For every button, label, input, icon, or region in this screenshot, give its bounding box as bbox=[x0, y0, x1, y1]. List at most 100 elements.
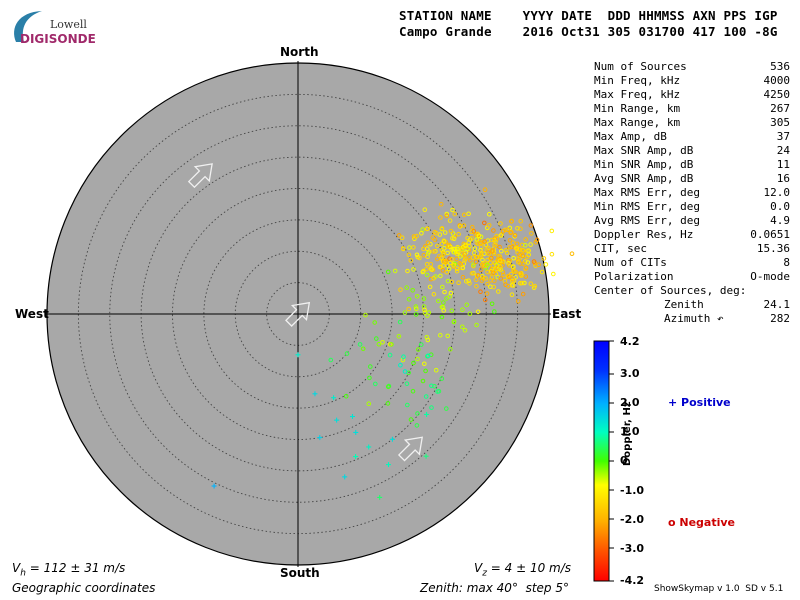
negative-point bbox=[445, 278, 451, 284]
stat-value: 4000 bbox=[763, 74, 791, 87]
negative-point bbox=[533, 240, 539, 245]
negative-point bbox=[510, 278, 515, 284]
negative-point bbox=[536, 262, 541, 268]
negative-point bbox=[498, 233, 504, 238]
negative-point bbox=[519, 280, 525, 286]
negative-point bbox=[404, 381, 410, 387]
stat-label: Avg SNR Amp, dB bbox=[594, 172, 694, 185]
velocity-arrow bbox=[285, 301, 311, 327]
negative-point bbox=[432, 384, 437, 389]
direction-north: North bbox=[280, 45, 319, 59]
negative-point bbox=[509, 218, 515, 224]
header-line-2: Campo Grande 2016 Oct31 305 031700 417 1… bbox=[399, 24, 778, 39]
negative-point bbox=[543, 262, 549, 267]
negative-point bbox=[372, 320, 378, 325]
negative-point bbox=[411, 234, 417, 239]
negative-point bbox=[523, 274, 529, 279]
negative-point bbox=[420, 378, 426, 384]
negative-point bbox=[447, 218, 453, 223]
negative-point bbox=[512, 233, 518, 238]
negative-point bbox=[448, 228, 454, 234]
negative-point bbox=[425, 313, 430, 318]
positive-point bbox=[331, 395, 337, 401]
stat-value: O-mode bbox=[750, 270, 790, 283]
negative-point bbox=[448, 290, 454, 296]
stat-value: 0.0 bbox=[770, 200, 790, 213]
negative-point bbox=[509, 292, 515, 298]
stat-label: Num of Sources bbox=[594, 60, 687, 73]
negative-point bbox=[450, 207, 455, 213]
negative-point bbox=[416, 347, 421, 352]
velocity-arrows bbox=[187, 163, 424, 462]
negative-point bbox=[503, 248, 509, 253]
negative-point bbox=[509, 244, 515, 250]
negative-point bbox=[440, 268, 446, 273]
negative-point bbox=[447, 256, 452, 262]
negative-point bbox=[528, 281, 534, 287]
positive-point bbox=[317, 435, 323, 441]
negative-point bbox=[456, 280, 461, 286]
negative-point bbox=[413, 304, 419, 309]
stat-value: 37 bbox=[776, 130, 790, 143]
stat-value: 305 bbox=[770, 116, 790, 129]
negative-point bbox=[483, 276, 488, 281]
stat-value: 8 bbox=[783, 256, 790, 269]
negative-point bbox=[462, 258, 467, 263]
negative-point bbox=[429, 405, 434, 410]
negative-point bbox=[398, 287, 403, 293]
colorbar-tick: 0 bbox=[620, 454, 628, 467]
negative-point bbox=[396, 334, 402, 339]
negative-point bbox=[524, 254, 530, 260]
stat-row: Max RMS Err, deg 12.0 bbox=[594, 186, 790, 200]
negative-point bbox=[422, 207, 428, 212]
negative-point bbox=[445, 243, 451, 249]
stat-row: Min Range, km 267 bbox=[594, 102, 790, 116]
velocity-arrow bbox=[397, 436, 424, 462]
coords-caption: Geographic coordinates bbox=[12, 581, 156, 595]
negative-point bbox=[488, 284, 493, 290]
stat-row: Num of Sources 536 bbox=[594, 60, 790, 74]
stat-value: 0.0651 bbox=[750, 228, 790, 241]
negative-point bbox=[446, 266, 452, 272]
positive-point bbox=[353, 454, 359, 460]
negative-point bbox=[460, 307, 465, 313]
negative-point bbox=[408, 417, 414, 422]
negative-point bbox=[516, 259, 521, 265]
negative-point bbox=[414, 252, 420, 258]
negative-point bbox=[406, 252, 412, 258]
negative-point bbox=[528, 223, 534, 228]
negative-point bbox=[529, 231, 534, 236]
negative-point bbox=[438, 215, 443, 220]
negative-point bbox=[448, 346, 453, 352]
negative-point bbox=[491, 228, 496, 233]
positive-point bbox=[424, 411, 430, 417]
negative-point bbox=[414, 233, 419, 239]
negative-point bbox=[471, 250, 477, 255]
negative-point bbox=[471, 262, 476, 267]
negative-point bbox=[433, 367, 439, 373]
negative-point bbox=[549, 251, 555, 257]
negative-point bbox=[424, 262, 430, 267]
negative-point bbox=[487, 211, 492, 217]
negative-point bbox=[417, 255, 422, 261]
positive-point bbox=[312, 391, 318, 397]
colorbar-tick: -3.0 bbox=[620, 542, 645, 555]
stat-label: Max Freq, kHz bbox=[594, 88, 681, 101]
negative-point bbox=[520, 247, 526, 253]
stat-label: CIT, sec bbox=[594, 242, 647, 255]
negative-point bbox=[454, 256, 459, 262]
stat-label: Max Amp, dB bbox=[594, 130, 667, 143]
negative-point bbox=[402, 310, 408, 315]
negative-point bbox=[476, 233, 482, 239]
negative-point bbox=[449, 308, 455, 314]
colorbar-tick: 2.0 bbox=[620, 396, 640, 409]
negative-point bbox=[478, 248, 483, 253]
negative-point bbox=[444, 213, 450, 218]
negative-point bbox=[484, 291, 490, 296]
legend-positive: + Positive bbox=[668, 396, 731, 409]
direction-south: South bbox=[280, 566, 320, 580]
negative-point bbox=[419, 231, 424, 236]
negative-point bbox=[427, 284, 433, 290]
negative-point bbox=[357, 342, 363, 347]
